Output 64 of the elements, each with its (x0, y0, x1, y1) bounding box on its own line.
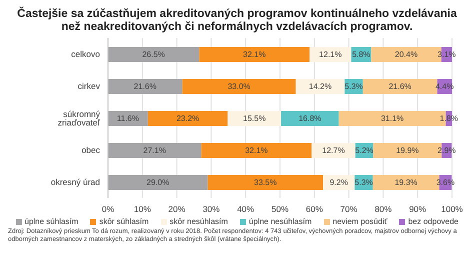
legend-label: skôr nesúhlasím (168, 217, 228, 226)
legend-label: úplne súhlasím (24, 217, 78, 226)
x-tick-label: 10% (134, 204, 152, 214)
legend-label: neviem posúdiť (332, 217, 388, 226)
bar (108, 79, 182, 94)
bar (310, 47, 352, 62)
y-tick-label: obec (82, 145, 101, 156)
y-tick-label: celkovo (71, 49, 100, 60)
bar (199, 47, 310, 62)
data-label: 20.4% (394, 50, 418, 59)
x-tick-label: 80% (374, 204, 392, 214)
data-label: 32.1% (245, 146, 268, 155)
data-label: 5.3% (354, 178, 373, 187)
bar (182, 79, 296, 94)
data-label: 29.0% (146, 178, 170, 187)
y-tick-label: okresný úrad (50, 177, 100, 188)
x-tick-label: 40% (237, 204, 255, 214)
data-label: 5.8% (352, 50, 370, 59)
data-label: 31.1% (380, 114, 404, 123)
data-label: 5.3% (344, 82, 363, 91)
data-label: 1.8% (440, 114, 458, 123)
x-tick-label: 50% (271, 204, 289, 214)
bar (108, 47, 200, 62)
bar (201, 143, 312, 158)
bar (108, 175, 208, 190)
y-tick-label: cirkev (78, 81, 101, 92)
bar (148, 111, 228, 126)
data-label: 19.3% (394, 178, 418, 187)
data-label: 16.8% (298, 114, 322, 123)
bar (108, 143, 202, 158)
bar (296, 79, 345, 94)
bar (281, 111, 339, 126)
x-tick-label: 90% (409, 204, 427, 214)
x-tick-label: 60% (306, 204, 324, 214)
data-label: 21.6% (134, 82, 156, 91)
data-label: 14.2% (308, 82, 332, 91)
data-label: 19.9% (396, 146, 419, 155)
data-label: 26.5% (142, 50, 165, 59)
data-label: 23.2% (176, 114, 200, 123)
data-label: 9.2% (330, 178, 348, 187)
x-tick-label: 20% (168, 204, 186, 214)
data-label: 5.2% (355, 146, 374, 155)
legend-label: bez odpovede (407, 217, 458, 226)
bar (208, 175, 323, 190)
data-label: 33.0% (228, 82, 250, 91)
data-label: 11.6% (116, 114, 139, 123)
data-label: 21.6% (388, 82, 412, 91)
x-tick-label: 70% (340, 204, 358, 214)
data-label: 27.1% (143, 146, 166, 155)
data-label: 12.1% (319, 50, 342, 59)
bar (362, 79, 438, 94)
data-label: 15.5% (243, 114, 266, 123)
data-label: 32.1% (243, 50, 266, 59)
x-tick-label: 100% (441, 204, 464, 214)
data-label: 12.7% (322, 146, 345, 155)
y-tick-label: súkromný zriaďovateľ (58, 108, 101, 128)
x-tick-label: 0% (102, 204, 115, 214)
legend-label: úplne nesúhlasím (248, 217, 312, 226)
legend-label: skôr súhlasím (98, 217, 149, 226)
bar (312, 143, 356, 158)
bar (228, 111, 282, 126)
chart-title: Častejšie sa zúčastňujem akreditovaných programov kontinuálneho vzdelávania než neakreditovaných či neformálnych vzdelávacích programov. (16, 8, 458, 34)
x-tick-label: 30% (202, 204, 220, 214)
data-label: 33.5% (254, 178, 277, 187)
